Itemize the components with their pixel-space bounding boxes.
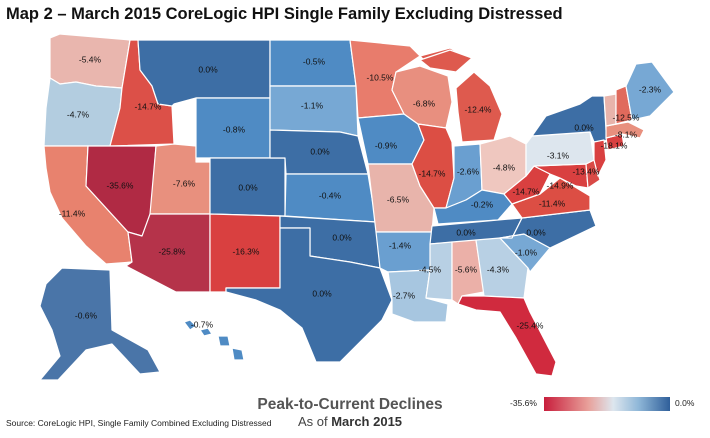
map-title: Map 2 – March 2015 CoreLogic HPI Single … — [6, 5, 563, 23]
state-ME — [625, 61, 675, 121]
label-KY: -0.2% — [471, 199, 494, 209]
label-WY: -0.8% — [223, 124, 246, 134]
label-ND: -0.5% — [303, 56, 326, 66]
label-CT: -18.1% — [601, 140, 628, 150]
label-SD: -1.1% — [301, 100, 324, 110]
legend-color-ramp — [544, 397, 670, 411]
label-PA: -3.1% — [547, 150, 570, 160]
label-NM: -16.3% — [233, 246, 260, 256]
state-HI-4 — [231, 347, 245, 361]
legend-heading: Peak-to-Current Declines — [257, 396, 443, 413]
label-AL: -5.6% — [455, 264, 478, 274]
label-IN: -2.6% — [457, 166, 480, 176]
legend-max-label: 0.0% — [675, 398, 695, 408]
label-DE: -13.4% — [573, 166, 600, 176]
label-NE: 0.0% — [310, 146, 330, 156]
label-VA: -11.4% — [539, 198, 566, 208]
state-HI — [183, 319, 197, 331]
label-WA: -5.4% — [79, 54, 102, 64]
state-AK — [39, 267, 161, 381]
label-WI: -6.8% — [413, 98, 436, 108]
label-MT: 0.0% — [198, 64, 218, 74]
label-WV: -14.7% — [513, 186, 540, 196]
label-CO: 0.0% — [238, 182, 258, 192]
label-MS: -4.5% — [419, 264, 442, 274]
label-ME: -2.3% — [639, 84, 662, 94]
state-MI-lower — [455, 71, 503, 143]
state-MS — [425, 241, 453, 301]
label-AR: -1.4% — [389, 240, 412, 250]
state-HI-2 — [199, 327, 213, 337]
label-MI: -12.4% — [465, 104, 492, 114]
label-OK: 0.0% — [332, 232, 352, 242]
label-KS: -0.4% — [319, 190, 342, 200]
legend-subtitle: As of March 2015 — [250, 414, 450, 429]
label-OR: -4.7% — [67, 109, 90, 119]
label-IL: -14.7% — [419, 168, 446, 178]
label-HI: -0.7% — [191, 319, 214, 329]
legend-subtitle-date: March 2015 — [331, 414, 403, 429]
label-OH: -4.8% — [493, 162, 516, 172]
label-MN: -10.5% — [367, 72, 394, 82]
label-NY: 0.0% — [574, 122, 594, 132]
legend-subtitle-prefix: As of — [297, 414, 332, 429]
label-SC: -1.0% — [515, 247, 538, 257]
label-TX: 0.0% — [312, 288, 332, 298]
label-NH: -12.5% — [613, 112, 640, 122]
state-MA — [605, 121, 645, 139]
label-NC: 0.0% — [526, 227, 546, 237]
label-LA: -2.7% — [393, 290, 416, 300]
label-AZ: -25.8% — [159, 246, 186, 256]
label-CA: -11.4% — [59, 208, 86, 218]
label-GA: -4.3% — [487, 264, 510, 274]
state-HI-3 — [217, 335, 231, 347]
label-ID: -14.7% — [135, 101, 162, 111]
state-FL — [457, 295, 557, 377]
legend-min-label: -35.6% — [510, 398, 537, 408]
label-FL: -25.4% — [517, 320, 544, 330]
state-MI-upper — [419, 49, 473, 73]
label-MD: -14.9% — [547, 180, 574, 190]
state-GA — [475, 237, 529, 299]
label-UT: -7.6% — [173, 178, 196, 188]
label-MA: -8.1% — [615, 129, 638, 139]
label-IA: -0.9% — [375, 140, 398, 150]
label-NV: -35.6% — [107, 180, 134, 190]
state-NJ — [593, 139, 607, 177]
source-note: Source: CoreLogic HPI, Single Family Com… — [6, 418, 272, 428]
state-SD — [269, 85, 359, 137]
label-AK: -0.6% — [75, 310, 98, 320]
label-MO: -6.5% — [387, 194, 410, 204]
label-TN: 0.0% — [456, 227, 476, 237]
state-TX — [225, 227, 393, 363]
